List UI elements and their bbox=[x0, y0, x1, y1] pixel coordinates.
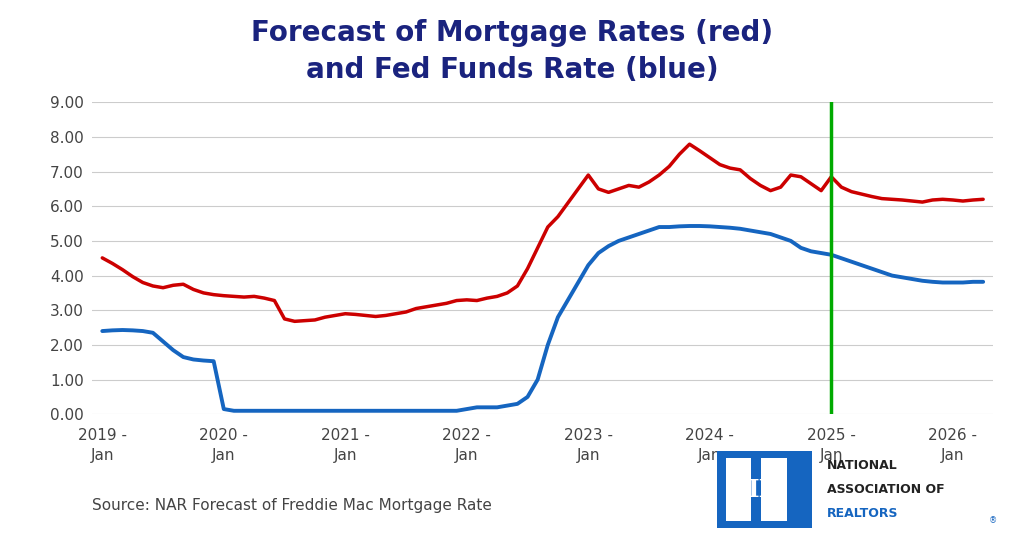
Text: Forecast of Mortgage Rates (red): Forecast of Mortgage Rates (red) bbox=[251, 19, 773, 47]
Text: REALTORS: REALTORS bbox=[826, 507, 898, 520]
Bar bbox=[761, 458, 786, 521]
Text: ®: ® bbox=[988, 516, 996, 525]
Text: Source: NAR Forecast of Freddie Mac Mortgage Rate: Source: NAR Forecast of Freddie Mac Mort… bbox=[92, 498, 493, 513]
Bar bbox=[717, 451, 812, 528]
Bar bbox=[726, 458, 751, 521]
Text: IR: IR bbox=[749, 478, 780, 501]
Text: and Fed Funds Rate (blue): and Fed Funds Rate (blue) bbox=[306, 56, 718, 84]
Text: NATIONAL: NATIONAL bbox=[826, 459, 897, 472]
Text: ASSOCIATION OF: ASSOCIATION OF bbox=[826, 483, 944, 496]
